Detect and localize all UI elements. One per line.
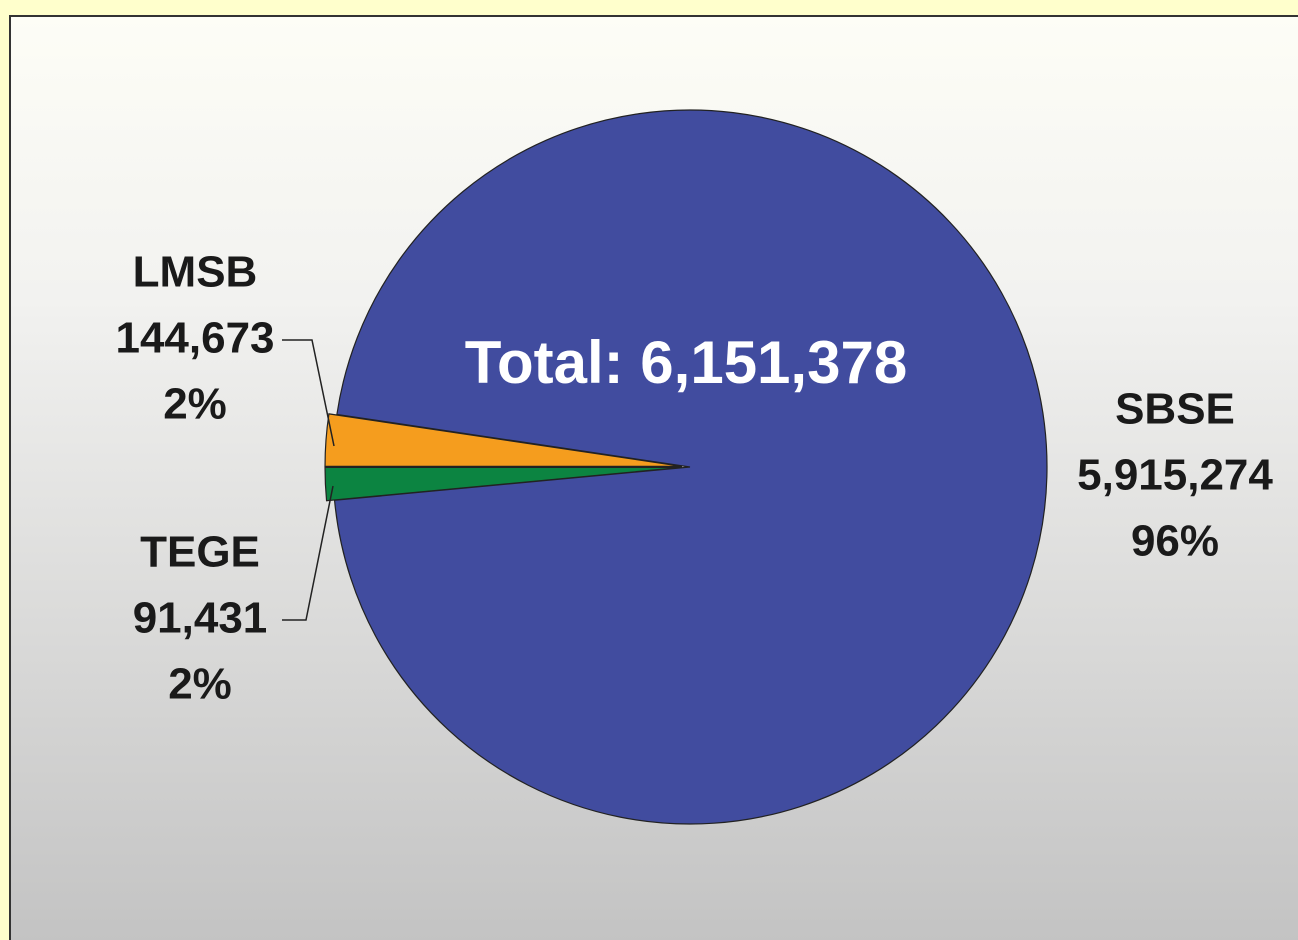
slice-label: TEGE [140,528,260,577]
slice-label: SBSE [1115,385,1235,434]
percent-label: 96% [1131,517,1219,566]
value-label: 91,431 [133,594,268,643]
percent-label: 2% [163,380,227,429]
percent-label: 2% [168,660,232,709]
slice-label: LMSB [133,248,258,297]
pie-slice [324,413,683,468]
value-label: 144,673 [115,314,274,363]
pie [324,109,1048,825]
total-annotation: Total: 6,151,378 [465,329,907,396]
value-label: 5,915,274 [1077,451,1273,500]
leader-lines [282,339,335,621]
leader-line [282,485,334,621]
pie-slice [333,109,1048,825]
leader-line [282,339,335,447]
